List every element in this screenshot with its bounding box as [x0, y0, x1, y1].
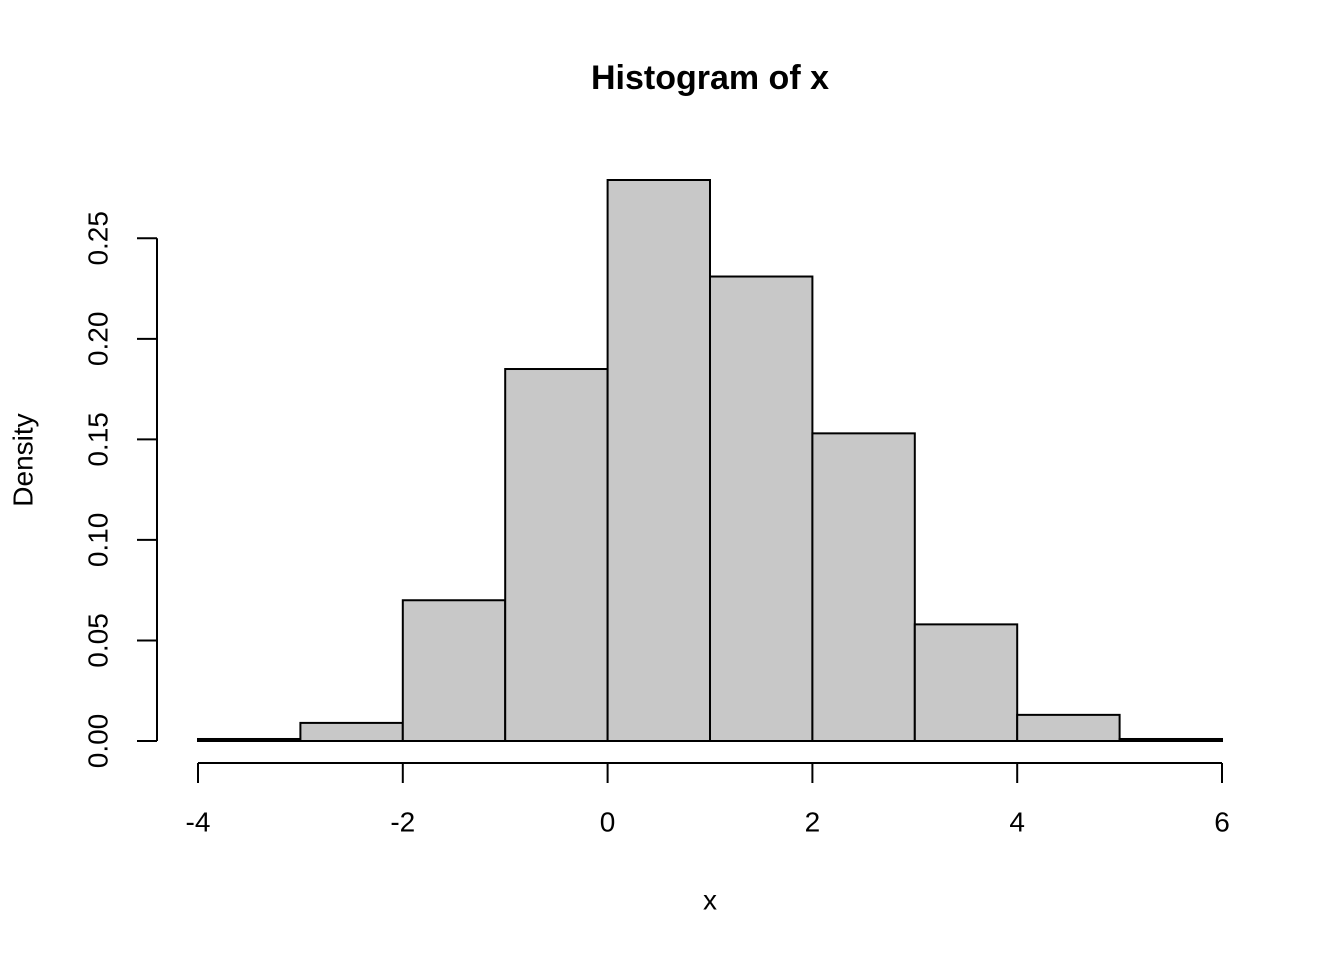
x-tick-label: -2 [390, 806, 415, 837]
bar [401, 599, 507, 742]
bar [709, 275, 814, 742]
y-tick-label: 0.05 [82, 613, 113, 668]
y-tick-label: 0.25 [82, 211, 113, 266]
x-tick-label: 2 [805, 806, 821, 837]
bar [299, 721, 404, 742]
bar [606, 179, 711, 742]
bar [1016, 713, 1121, 743]
bar [913, 623, 1019, 742]
x-tick-label: 4 [1009, 806, 1025, 837]
chart-title: Histogram of x [591, 59, 829, 97]
bar [811, 432, 916, 742]
x-tick-label: -4 [186, 806, 211, 837]
x-axis-label: x [703, 884, 717, 915]
bar [504, 368, 609, 742]
x-tick-label: 6 [1214, 806, 1230, 837]
y-axis-label: Density [7, 413, 38, 506]
bar [1118, 737, 1223, 743]
bar [197, 737, 302, 743]
y-tick-label: 0.10 [82, 513, 113, 568]
y-tick-label: 0.20 [82, 312, 113, 367]
y-tick-label: 0.15 [82, 412, 113, 467]
x-tick-label: 0 [600, 806, 616, 837]
y-tick-label: 0.00 [82, 714, 113, 769]
